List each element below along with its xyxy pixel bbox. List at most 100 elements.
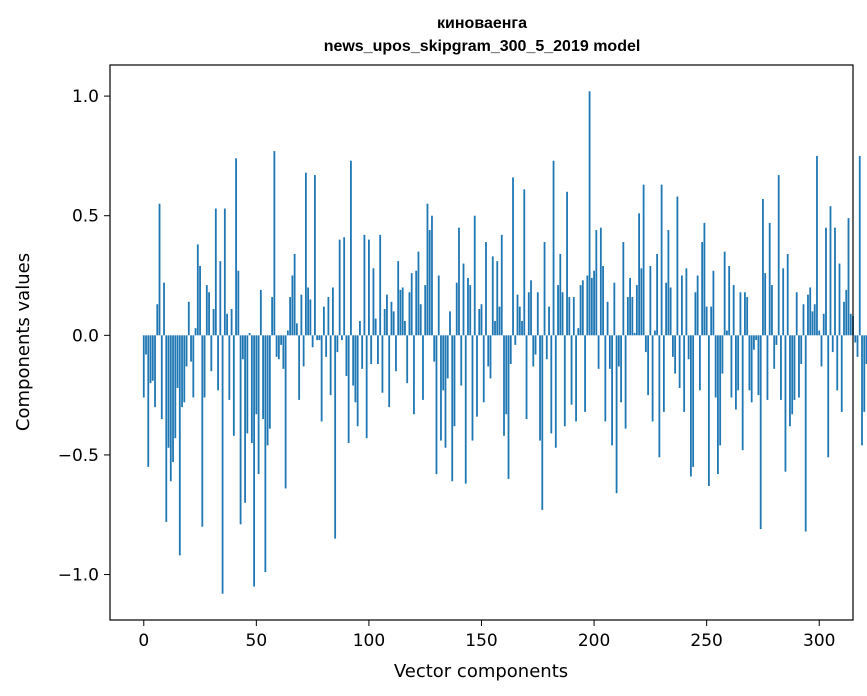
bar-243	[689, 335, 692, 477]
bar-314	[849, 313, 852, 336]
bar-219	[635, 285, 638, 336]
bar-262	[732, 285, 735, 336]
bar-50	[255, 335, 258, 415]
bar-151	[482, 335, 485, 403]
bar-108	[386, 294, 388, 336]
plot-frame	[109, 64, 854, 621]
bar-117	[406, 335, 409, 384]
x-tick-label-3: 150	[465, 631, 497, 651]
bar-254	[714, 335, 717, 398]
bar-280	[773, 335, 776, 369]
bar-54	[264, 335, 267, 573]
bar-95	[356, 335, 359, 427]
bar-88	[341, 335, 343, 341]
y-tick-label-3: 0.5	[72, 207, 99, 227]
bar-97	[361, 335, 364, 369]
bar-193	[577, 328, 580, 336]
bar-100	[368, 239, 370, 336]
bar-86	[336, 335, 339, 353]
bar-145	[469, 285, 472, 336]
bar-309	[838, 263, 841, 336]
ticks-group: 0 50 100 150 200 250 300 −1.0 −0.5 0.0 0.5 1.0	[58, 87, 836, 651]
bar-9	[163, 282, 165, 336]
bar-260	[728, 265, 731, 336]
bar-281	[775, 335, 778, 345]
bar-42	[237, 270, 240, 336]
bar-5	[154, 335, 156, 408]
bar-40	[232, 335, 235, 436]
bar-27	[203, 335, 206, 398]
bar-162	[507, 335, 510, 479]
bar-277	[766, 335, 769, 400]
bar-167	[518, 306, 521, 336]
bar-321	[865, 335, 867, 365]
bar-180	[548, 306, 550, 336]
bar-94	[354, 335, 357, 403]
bar-30	[210, 335, 213, 372]
bar-266	[741, 335, 744, 451]
bar-306	[831, 335, 834, 353]
bar-225	[649, 265, 652, 336]
bar-303	[825, 227, 827, 336]
bar-11	[167, 335, 170, 448]
bar-72	[304, 172, 307, 336]
bar-32	[214, 208, 217, 336]
bar-161	[505, 335, 508, 415]
x-tick-label-4: 200	[578, 631, 610, 651]
bar-245	[694, 292, 697, 336]
bar-137	[451, 335, 454, 482]
bar-63	[284, 335, 287, 489]
bar-109	[388, 335, 391, 408]
bar-66	[291, 275, 294, 336]
bar-101	[370, 335, 373, 365]
bar-264	[737, 335, 740, 391]
bar-287	[789, 335, 791, 427]
bar-313	[847, 218, 850, 336]
bar-128	[431, 215, 433, 336]
bar-199	[590, 277, 593, 336]
bar-150	[480, 304, 483, 336]
bar-241	[685, 268, 688, 336]
bar-4	[151, 335, 154, 381]
bar-133	[442, 335, 445, 391]
bar-267	[744, 292, 746, 336]
bar-201	[595, 230, 598, 336]
bar-122	[417, 251, 420, 336]
bar-175	[536, 292, 539, 336]
bar-57	[271, 297, 274, 336]
bar-229	[658, 335, 661, 458]
bar-131	[437, 275, 440, 336]
bar-274	[759, 335, 762, 530]
bar-123	[419, 304, 422, 336]
bar-239	[680, 275, 683, 336]
bar-186	[561, 292, 564, 336]
bar-38	[228, 335, 231, 400]
bar-74	[309, 299, 312, 336]
bar-270	[750, 335, 753, 403]
bar-130	[435, 335, 438, 475]
bar-308	[836, 335, 839, 391]
y-tick-label-2: 0.0	[72, 326, 99, 346]
bar-14	[174, 335, 177, 439]
bar-263	[735, 335, 737, 410]
bar-112	[395, 335, 397, 372]
bar-39	[230, 309, 233, 336]
bar-275	[762, 198, 764, 336]
bar-25	[199, 265, 201, 336]
bar-192	[575, 335, 577, 422]
bar-238	[678, 335, 681, 388]
bar-261	[730, 335, 733, 398]
bar-91	[347, 335, 350, 443]
bar-142	[462, 263, 465, 336]
bar-295	[807, 294, 809, 336]
bar-153	[487, 335, 490, 367]
bar-195	[581, 280, 584, 336]
bar-1	[145, 335, 147, 355]
bar-69	[298, 335, 301, 400]
bar-282	[777, 175, 780, 336]
bar-84	[332, 287, 334, 336]
bar-236	[674, 335, 677, 374]
bar-190	[570, 335, 573, 405]
bar-147	[473, 215, 476, 336]
